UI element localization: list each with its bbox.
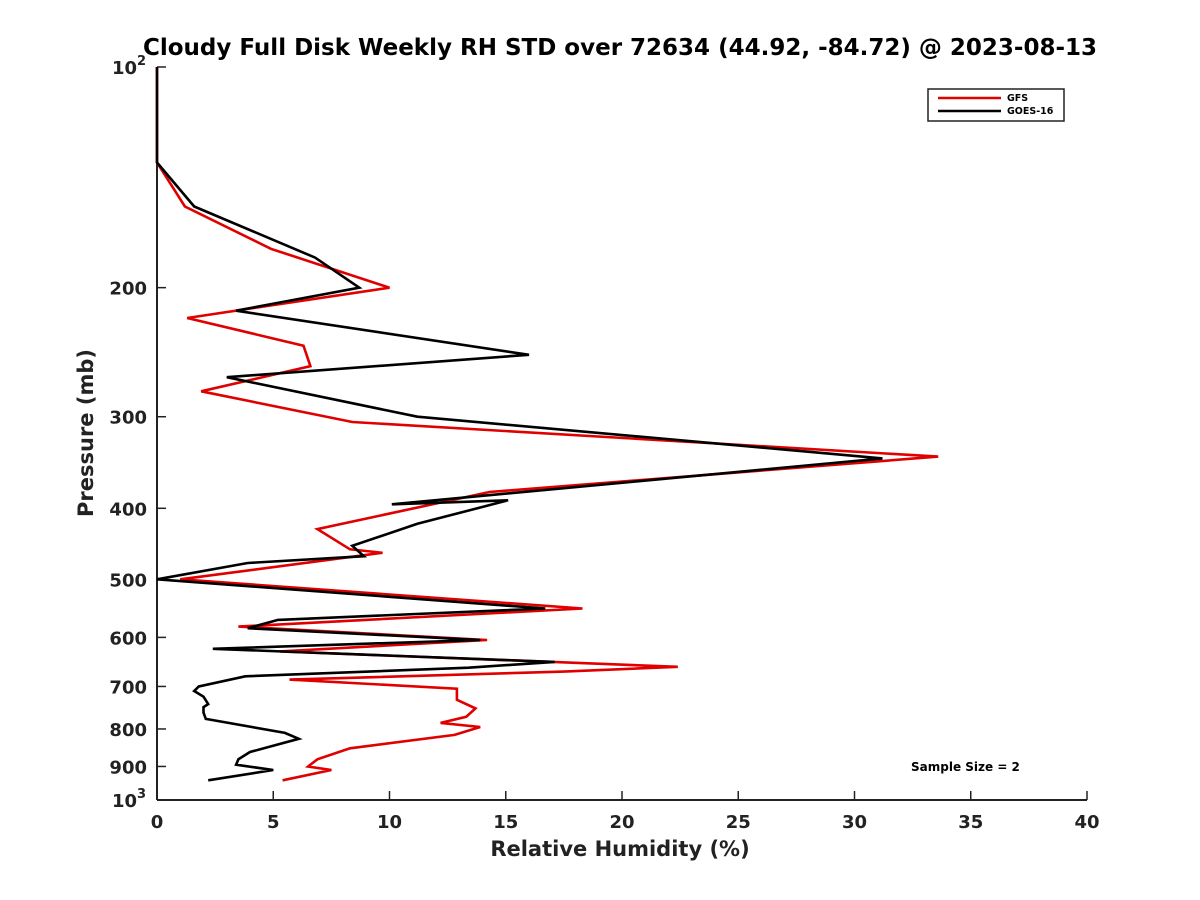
x-tick-label: 25 <box>726 812 751 833</box>
series-lines <box>155 67 939 782</box>
x-axis-ticks: 0 5 10 15 20 25 30 35 40 <box>151 791 1100 833</box>
legend: GFS GOES-16 <box>927 88 1065 122</box>
plot-area <box>156 67 1087 801</box>
y-tick-label: 400 <box>109 499 147 520</box>
y-tick-label-exponent: 2 <box>137 54 146 69</box>
y-tick-label: 900 <box>109 757 147 778</box>
y-tick-label: 600 <box>109 628 147 649</box>
x-tick-label: 0 <box>151 812 164 833</box>
y-tick-label: 800 <box>109 720 147 741</box>
legend-box <box>927 88 1065 122</box>
sample-size-annotation: Sample Size = 2 <box>911 760 1020 774</box>
x-tick-label: 35 <box>958 812 983 833</box>
x-tick-label: 10 <box>377 812 402 833</box>
x-tick-label: 5 <box>267 812 280 833</box>
x-tick-label: 15 <box>493 812 518 833</box>
series-line-gfs <box>155 67 939 782</box>
y-tick-label: 200 <box>109 279 147 300</box>
y-axis-title: Pressure (mb) <box>74 349 98 517</box>
x-tick-label: 40 <box>1074 812 1099 833</box>
y-tick-label: 300 <box>109 408 147 429</box>
x-tick-label: 20 <box>609 812 634 833</box>
x-axis-title: Relative Humidity (%) <box>490 837 749 861</box>
series-line-goes16 <box>155 67 883 782</box>
y-tick-label: 103 <box>112 787 146 812</box>
x-tick-label: 30 <box>842 812 867 833</box>
y-axis-ticks: 102 200 300 400 500 600 700 800 900 103 <box>109 54 166 812</box>
y-tick-label-exponent: 3 <box>137 787 146 802</box>
y-tick-label: 500 <box>109 570 147 591</box>
y-tick-label: 700 <box>109 677 147 698</box>
legend-label-goes16: GOES-16 <box>1007 106 1054 117</box>
y-tick-label: 102 <box>112 54 146 79</box>
chart-title: Cloudy Full Disk Weekly RH STD over 7263… <box>143 35 1097 61</box>
legend-label-gfs: GFS <box>1007 93 1028 104</box>
